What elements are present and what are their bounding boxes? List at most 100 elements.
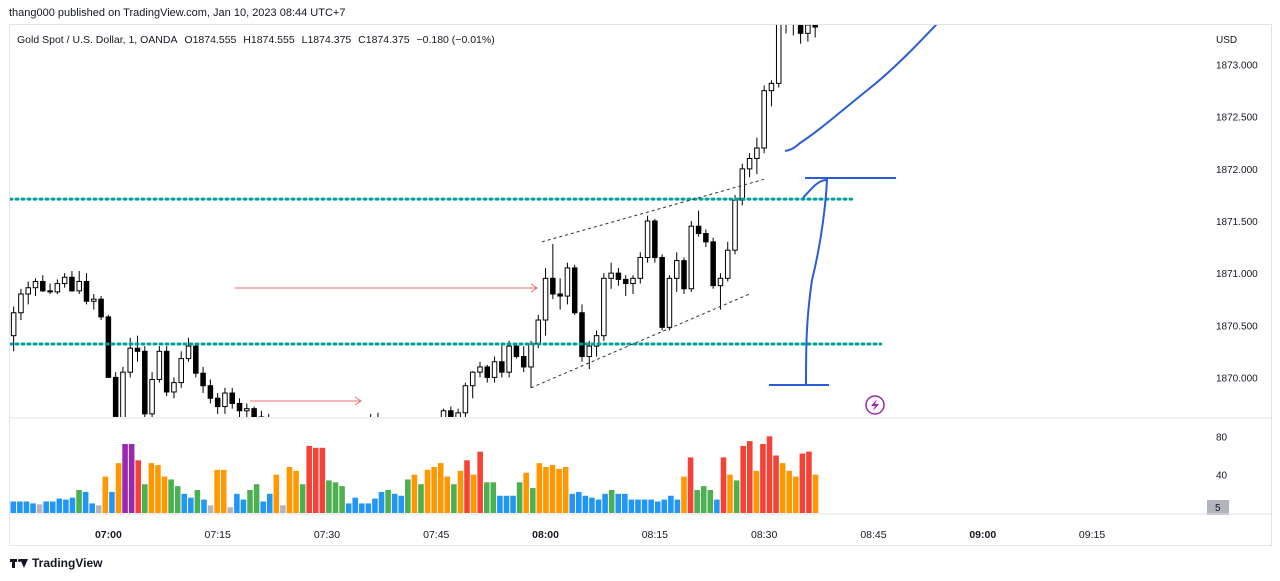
candle: [274, 419, 279, 435]
volume-bar: [69, 497, 76, 513]
candle: [434, 419, 439, 435]
candle-body: [491, 361, 498, 378]
candle: [332, 446, 337, 461]
candle: [499, 344, 505, 378]
price-tick-label: 1873.000: [1216, 61, 1258, 72]
volume-bar: [76, 489, 82, 513]
candle-body: [193, 345, 199, 374]
candle-body: [405, 430, 410, 432]
time-tick-label: 07:45: [423, 529, 449, 541]
volume-bar: [424, 469, 431, 513]
volume-bar: [661, 499, 668, 513]
candle: [608, 262, 614, 289]
candle: [710, 237, 716, 289]
volume-bar: [523, 472, 529, 513]
volume-bar: [135, 460, 142, 513]
candle: [40, 275, 46, 292]
legend-change: −0.180 (−0.01%): [416, 34, 495, 46]
candle-body: [149, 378, 155, 415]
volume-bar: [227, 507, 234, 513]
candle-body: [622, 278, 629, 285]
candle-body: [739, 168, 746, 201]
candle-body: [703, 233, 709, 243]
candle-body: [368, 419, 373, 421]
volume-bar: [727, 474, 733, 513]
candle: [361, 417, 366, 430]
volume-bar: [700, 486, 707, 513]
candle-body: [266, 419, 271, 424]
candle-body: [593, 335, 600, 347]
volume-bar: [431, 466, 437, 513]
tradingview-logo-icon: [10, 557, 28, 569]
candle-body: [455, 412, 461, 417]
volume-bar: [359, 503, 365, 513]
candle-body: [200, 372, 206, 387]
volume-bar: [602, 493, 608, 513]
candle: [83, 273, 90, 305]
candle-body: [134, 347, 141, 352]
legend-symbol: Gold Spot / U.S. Dollar, 1, OANDA: [17, 34, 178, 46]
volume-bar: [260, 501, 266, 513]
volume-bar: [247, 489, 253, 513]
candle: [703, 229, 709, 248]
volume-bar: [812, 474, 819, 513]
volume-bar: [569, 493, 576, 513]
time-tick-label: 07:00: [95, 529, 122, 541]
candle: [427, 427, 432, 440]
volume-bar: [391, 493, 398, 513]
channel-upper-line: [541, 178, 765, 243]
candle-body: [775, 25, 782, 84]
volume-bar: [608, 489, 615, 513]
volume-bar: [648, 499, 654, 513]
volume-bar: [188, 497, 194, 513]
candle-body: [746, 157, 753, 170]
candle-body: [40, 280, 46, 292]
candle: [644, 215, 651, 263]
volume-bar: [779, 463, 786, 513]
candle: [681, 257, 687, 294]
candle-body: [754, 147, 760, 159]
candle-body: [427, 430, 432, 434]
candle-body: [207, 385, 214, 399]
red-arrow-lower: [250, 396, 362, 406]
volume-bar: [352, 497, 359, 513]
volume-bar: [36, 504, 43, 513]
candle: [163, 346, 170, 397]
volume-bar: [595, 499, 602, 513]
volume-bar: [628, 499, 635, 513]
volume-bar: [418, 484, 424, 513]
candle-body: [550, 277, 556, 295]
volume-bar: [372, 498, 378, 513]
volume-bar: [207, 505, 214, 513]
candle: [339, 448, 344, 463]
candle-body: [76, 280, 82, 292]
candle-body: [761, 90, 767, 149]
candle: [98, 296, 104, 321]
candle-body: [535, 319, 542, 345]
candle: [586, 340, 593, 370]
candle-body: [10, 312, 17, 337]
candle-body: [448, 410, 454, 417]
candle: [768, 80, 775, 107]
candle: [695, 210, 702, 237]
flash-icon: [865, 395, 885, 415]
candle: [469, 371, 476, 399]
candle-body: [615, 272, 622, 280]
tradingview-logo: TradingView: [10, 556, 102, 570]
candle-body: [244, 408, 250, 412]
candle: [571, 264, 578, 315]
volume-bar: [589, 497, 595, 513]
legend-close: C1874.375: [358, 34, 410, 46]
publish-line: thang000 published on TradingView.com, J…: [9, 7, 346, 19]
candle: [448, 406, 454, 417]
candle-body: [251, 408, 257, 417]
candle-body: [325, 448, 330, 450]
candle-body: [644, 220, 651, 258]
volume-bar: [266, 493, 273, 513]
candle-body: [54, 283, 61, 293]
candle: [32, 278, 39, 297]
candle: [462, 382, 469, 417]
volume-bar: [536, 463, 543, 513]
candle-body: [127, 347, 133, 373]
